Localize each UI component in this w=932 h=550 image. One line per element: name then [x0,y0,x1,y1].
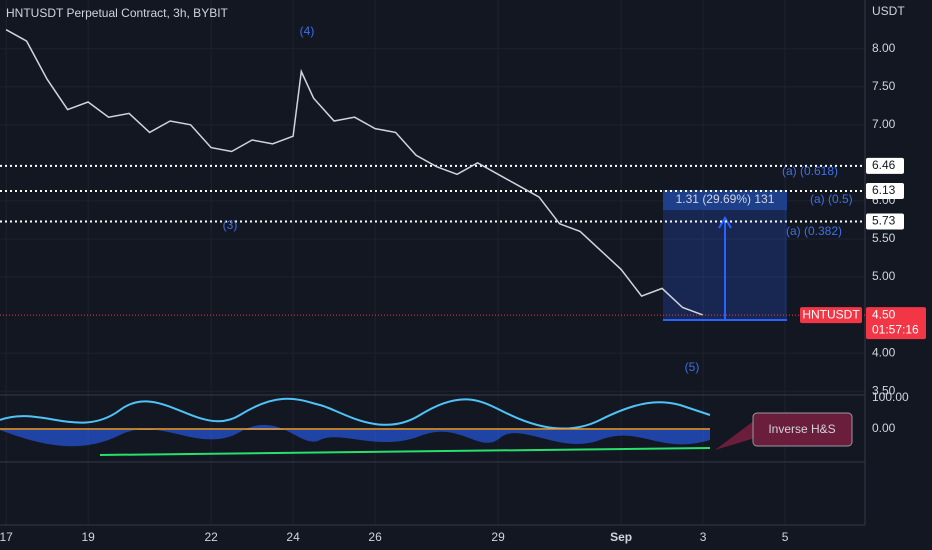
annotation: (3) [223,218,238,232]
oscillator-line [0,397,711,430]
callout-box [752,412,853,447]
x-tick-label: Sep [610,530,632,544]
level-label-box [866,213,904,230]
x-tick-label: 22 [204,530,218,544]
price-line [5,29,704,316]
y-tick-label: 5.00 [872,269,896,283]
y-tick-label: 7.50 [872,79,896,93]
level-label-box [866,183,904,200]
symbol-label: HNTUSDT [802,307,860,321]
x-tick-label: 29 [491,530,505,544]
annotation: (5) [685,360,700,374]
level-label: 5.73 [872,214,896,228]
measure-arrow-head [718,216,732,229]
y-tick-label: 3.50 [872,383,896,397]
trend-line [99,447,711,456]
countdown: 01:57:16 [872,322,919,336]
oscillator-tick: 0.00 [872,421,896,435]
oscillator-tick: 100.00 [872,390,909,404]
x-tick-label: 5 [782,530,789,544]
currency: USDT [872,4,905,18]
y-tick-label: 4.00 [872,345,896,359]
y-tick-label: 7.00 [872,117,896,131]
oscillator-area [0,424,710,447]
callout-text: Inverse H&S [768,422,835,436]
x-tick-label: 19 [81,530,95,544]
symbol-box [800,307,862,324]
annotation: (4) [300,24,315,38]
level-label: 6.13 [872,183,896,197]
annotation: (a) (0.382) [786,224,842,238]
measure-label: 1.31 (29.69%) 131 [676,192,775,206]
level-label-box [866,157,904,174]
chart-title: HNTUSDT Perpetual Contract, 3h, BYBIT [6,6,229,20]
measure-label-box [663,190,787,210]
callout-pointer [715,420,755,450]
y-tick-label: 8.00 [872,41,896,55]
level-label: 6.46 [872,158,896,172]
last-price-box [866,307,926,340]
x-tick-label: 24 [286,530,300,544]
last-price-label: 4.50 [872,307,896,321]
x-tick-label: 3 [700,530,707,544]
y-tick-label: 5.50 [872,231,896,245]
x-tick-label: 26 [368,530,382,544]
annotation: (a) (0.618) [782,164,838,178]
annotation: (a) (0.5) [810,192,853,206]
x-tick-label: 17 [0,530,13,544]
